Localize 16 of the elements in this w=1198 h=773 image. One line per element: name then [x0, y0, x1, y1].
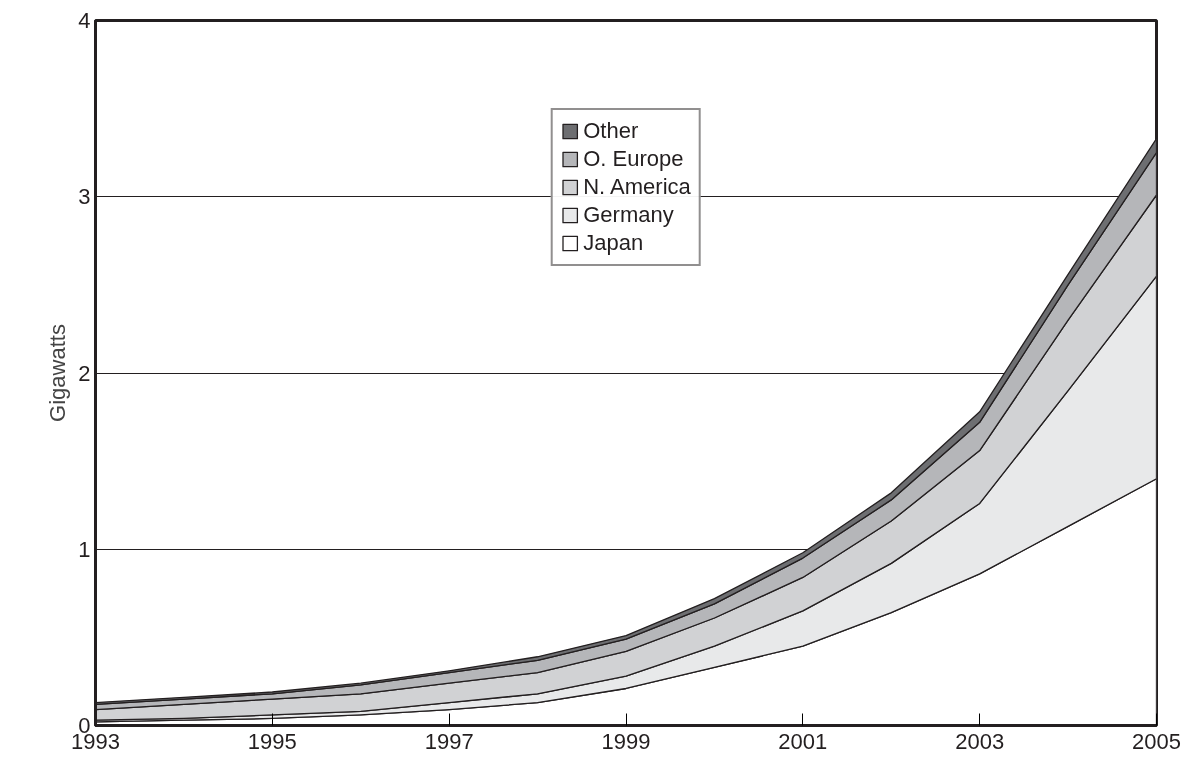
legend-label: O. Europe — [583, 146, 684, 172]
y-axis-title: Gigawatts — [45, 324, 71, 422]
x-tick-label: 1995 — [247, 728, 297, 754]
x-tick-label: 2001 — [778, 728, 828, 754]
x-tick-label: 2003 — [955, 728, 1005, 754]
legend-label: Japan — [583, 230, 644, 256]
y-tick-label: 3 — [78, 184, 91, 210]
y-tick-label: 4 — [78, 8, 91, 33]
legend-label: N. America — [583, 174, 691, 200]
legend-label: Other — [583, 118, 639, 144]
y-tick-label: 2 — [78, 360, 91, 386]
y-tick-label: 1 — [78, 536, 91, 562]
x-tick-label: 2005 — [1132, 728, 1181, 754]
x-tick-label: 1997 — [424, 728, 474, 754]
legend-label: Germany — [583, 202, 674, 228]
x-tick-label: 1999 — [601, 728, 651, 754]
